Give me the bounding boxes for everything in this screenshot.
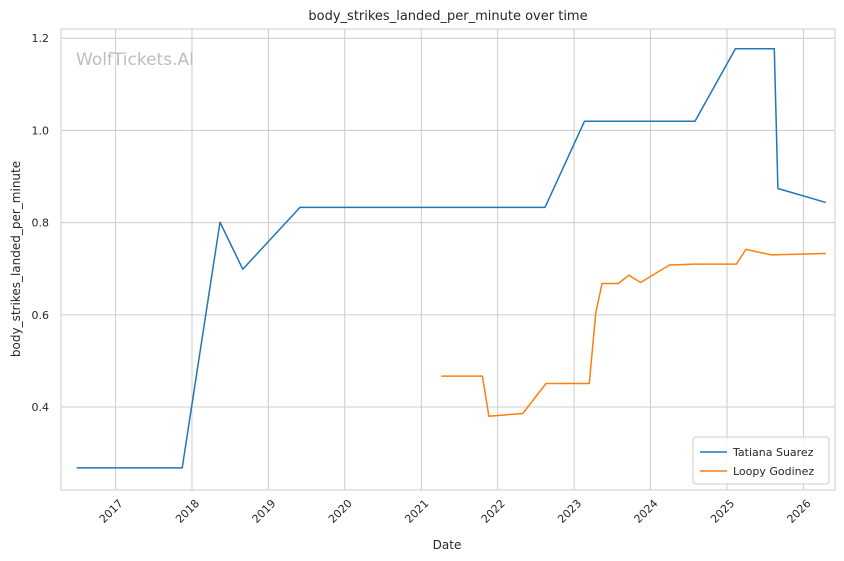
grid-lines	[61, 29, 835, 490]
x-tick-label: 2017	[97, 497, 126, 526]
x-tick-label: 2026	[785, 497, 814, 526]
x-axis-label: Date	[433, 538, 462, 552]
legend: Tatiana Suarez Loopy Godinez	[692, 436, 830, 485]
x-tick-label: 2022	[479, 497, 508, 526]
x-tick-label: 2021	[402, 497, 431, 526]
series-layer	[76, 48, 826, 469]
x-tick-label: 2018	[173, 497, 202, 526]
y-tick-label: 0.6	[32, 309, 50, 322]
y-tick-label: 0.4	[32, 401, 50, 414]
y-axis-label: body_strikes_landed_per_minute	[9, 161, 23, 357]
series-line-loopy-godinez	[441, 248, 826, 417]
x-tick-labels: 2017 2018 2019 2020 2021 2022 2023 2024 2025 2026	[97, 497, 814, 526]
legend-box	[692, 436, 830, 485]
plot-frame	[60, 28, 836, 491]
chart-title: body_strikes_landed_per_minute over time	[308, 9, 587, 24]
legend-label-loopy-godinez: Loopy Godinez	[733, 465, 814, 478]
x-tick-label: 2025	[708, 497, 737, 526]
watermark: WolfTickets.AI	[76, 50, 194, 70]
series-line-tatiana-suarez	[76, 48, 826, 469]
y-tick-labels: 0.4 0.6 0.8 1.0 1.2	[32, 32, 50, 414]
x-tick-label: 2019	[249, 497, 278, 526]
legend-label-tatiana-suarez: Tatiana Suarez	[732, 446, 814, 459]
x-tick-label: 2023	[555, 497, 584, 526]
x-tick-label: 2024	[632, 497, 661, 526]
y-tick-label: 0.8	[32, 217, 50, 230]
y-tick-label: 1.0	[32, 124, 50, 137]
y-tick-label: 1.2	[32, 32, 50, 45]
x-tick-label: 2020	[326, 497, 355, 526]
